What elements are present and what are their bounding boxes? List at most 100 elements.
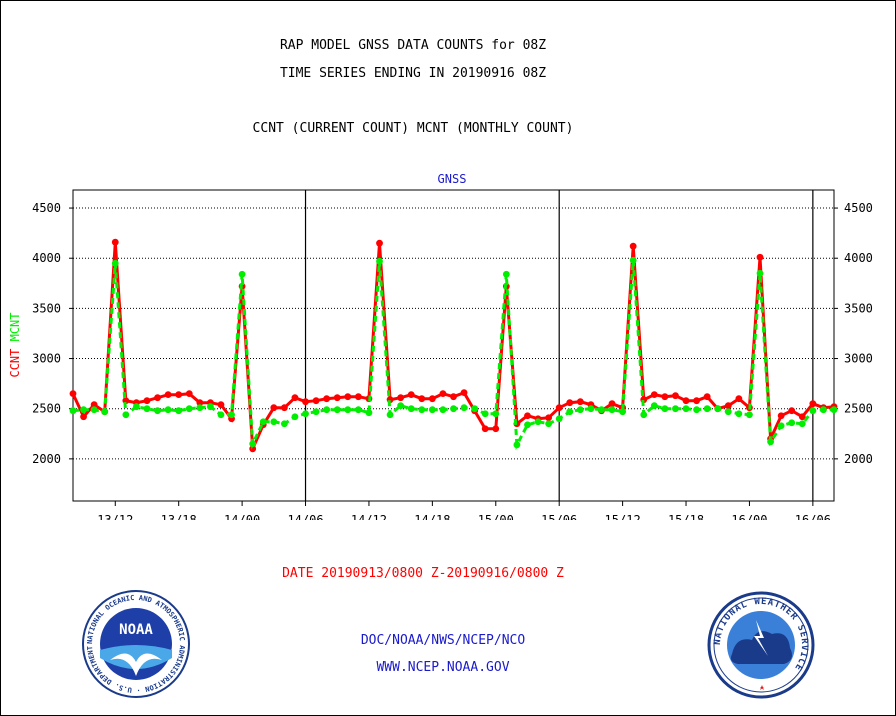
mcnt-point (428, 406, 436, 414)
x-tick-label: 14/00 (224, 513, 260, 520)
mcnt-point (185, 405, 193, 413)
ccnt-point (798, 413, 806, 421)
ccnt-point (291, 394, 299, 402)
mcnt-point (619, 408, 627, 416)
ccnt-point (608, 400, 616, 408)
x-tick-label: 16/00 (731, 513, 767, 520)
ccnt-point (111, 238, 119, 246)
ccnt-point (735, 395, 743, 403)
mcnt-point (820, 406, 827, 414)
ccnt-point (756, 253, 764, 261)
mcnt-point (524, 421, 531, 429)
mcnt-point (545, 420, 553, 428)
mcnt-point (143, 405, 151, 413)
y-axis-label-mcnt: MCNT (8, 312, 22, 341)
y-axis-label-ccnt: CCNT (8, 349, 22, 378)
ccnt-point (682, 397, 690, 405)
mcnt-point (650, 402, 658, 410)
y-tick-label-right: 2000 (844, 452, 873, 466)
mcnt-point (703, 405, 711, 413)
plot-area-border (72, 189, 835, 502)
mcnt-point (767, 438, 774, 446)
mcnt-point (312, 408, 320, 416)
mcnt-point (555, 415, 563, 423)
mcnt-point (101, 408, 109, 416)
mcnt-point (133, 403, 140, 411)
noaa-logo-label: NOAA (119, 622, 153, 638)
mcnt-point (492, 410, 500, 418)
x-tick-label: 16/06 (795, 513, 831, 520)
mcnt-point (735, 410, 743, 418)
ccnt-point (90, 401, 98, 409)
mcnt-point (576, 406, 584, 414)
ccnt-point (524, 412, 531, 420)
mcnt-point (439, 406, 447, 414)
mcnt-point (259, 418, 267, 426)
mcnt-point (228, 411, 235, 419)
x-tick-label: 15/18 (668, 513, 704, 520)
mcnt-point (418, 406, 426, 414)
mcnt-point (777, 422, 785, 430)
ccnt-point (777, 412, 785, 420)
mcnt-point (587, 405, 595, 413)
plot-title: GNSS (438, 172, 467, 186)
ccnt-point (693, 397, 700, 405)
mcnt-point (471, 405, 479, 413)
x-tick-label: 14/18 (414, 513, 450, 520)
ccnt-point (270, 404, 278, 412)
mcnt-point (798, 420, 806, 428)
mcnt-point (175, 407, 183, 415)
mcnt-point (196, 404, 204, 412)
y-tick-label-left: 4500 (32, 201, 61, 215)
ccnt-point (724, 402, 732, 410)
mcnt-point (450, 405, 457, 413)
y-tick-label-right: 4500 (844, 201, 873, 215)
ccnt-point (555, 404, 563, 412)
mcnt-point (111, 259, 119, 267)
ccnt-point (323, 395, 331, 403)
mcnt-point (608, 406, 616, 414)
mcnt-point (122, 411, 130, 419)
ccnt-point (69, 390, 77, 398)
mcnt-point (249, 440, 257, 448)
ccnt-point (80, 413, 87, 421)
ccnt-point (312, 397, 320, 405)
ccnt-point (809, 400, 817, 408)
x-tick-label: 13/18 (161, 513, 197, 520)
ccnt-point (672, 392, 679, 400)
mcnt-point (302, 410, 309, 418)
y-tick-label-right: 3500 (844, 301, 873, 315)
mcnt-point (207, 403, 214, 411)
chart-title-line-2: TIME SERIES ENDING IN 20190916 08Z (279, 66, 547, 81)
mcnt-point (724, 408, 732, 416)
x-tick-label: 15/12 (605, 513, 641, 520)
gnss-count-chart: GNSS CCNT MCNT 200025003000350040004500 … (8, 172, 873, 520)
mcnt-point (154, 407, 161, 415)
mcnt-point (682, 405, 690, 413)
y-tick-label-left: 2500 (32, 402, 61, 416)
x-tick-label: 15/06 (541, 513, 577, 520)
ccnt-point (439, 390, 447, 398)
mcnt-point (365, 409, 373, 417)
mcnt-point (164, 406, 172, 414)
website-label: WWW.NCEP.NOAA.GOV (376, 660, 510, 675)
ccnt-point (143, 397, 151, 405)
ccnt-point (545, 414, 553, 422)
ccnt-point (566, 399, 574, 407)
ccnt-point (175, 391, 183, 399)
mcnt-point (714, 405, 722, 413)
mcnt-point (291, 413, 299, 421)
y-tick-label-right: 3000 (844, 352, 873, 366)
mcnt-point (80, 406, 87, 414)
ccnt-point (428, 395, 436, 403)
mcnt-point (788, 419, 796, 427)
y-tick-label-left: 2000 (32, 452, 61, 466)
chart-subtitle: CCNT (CURRENT COUNT) MCNT (MONTHLY COUNT… (252, 121, 574, 136)
mcnt-point (460, 404, 468, 412)
mcnt-point (90, 406, 98, 414)
y-tick-label-left: 4000 (32, 251, 61, 265)
nws-logo: NATIONAL WEATHER SERVICE (707, 591, 815, 699)
ccnt-line (71, 242, 835, 450)
mcnt-point (280, 420, 288, 428)
ccnt-point (302, 398, 309, 406)
